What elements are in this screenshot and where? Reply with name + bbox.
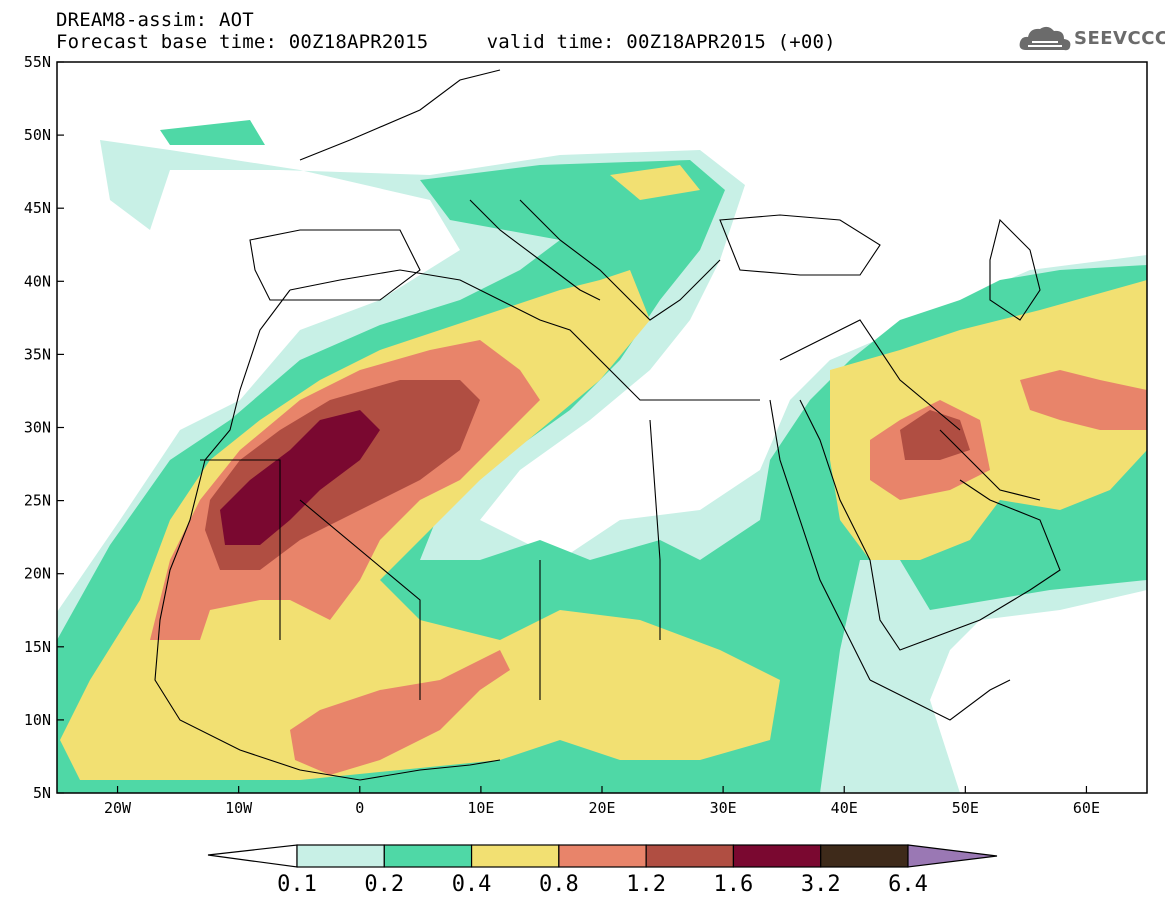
x-tick-label: 50E [952,799,979,817]
coastline-mediterranean-africa [289,269,760,401]
colorbar [207,844,998,868]
colorbar-lower-arrow [207,844,298,868]
coastline-balkans-greece [519,199,721,321]
colorbar-label: 0.1 [277,872,317,897]
coastline-europe-north [299,69,501,161]
colorbar-label: 0.8 [538,872,579,897]
coastline-west-africa [154,289,501,781]
seevccc-logo: SEEVCCC [1018,22,1165,56]
y-tick-label: 55N [24,53,51,71]
colorbar-box [383,844,473,868]
x-tick-label: 10W [225,799,253,817]
aot-contour-0-4 [60,165,1147,780]
coastline-red-sea [769,399,871,681]
colorbar-box [558,844,647,868]
colorbar-label: 0.2 [364,872,405,897]
y-tick-label: 20N [24,565,51,583]
colorbar-label: 6.4 [888,872,928,897]
coastline-italy [469,199,601,301]
colorbar-box [732,844,822,868]
colorbar-label: 1.2 [626,872,667,897]
x-tick-label: 10E [467,799,494,817]
y-tick-label: 45N [24,199,51,217]
coastline-persian-gulf [939,429,1041,501]
map-title: DREAM8-assim: AOT [56,9,254,31]
y-tick-label: 50N [24,126,51,144]
aot-field [57,62,1147,793]
coastline-arabia [799,399,1061,651]
colorbar-box [820,844,909,868]
coastline-black-sea [719,214,881,276]
x-tick-label: 40E [831,799,858,817]
y-tick-label: 25N [24,492,51,510]
colorbar-label: 3.2 [800,872,841,897]
border-middle-east [779,319,961,431]
x-tick-label: 60E [1073,799,1100,817]
x-tick-label: 30E [710,799,737,817]
colorbar-upper-arrow [907,844,998,868]
x-axis: 20W 10W 0 10E 20E 30E 40E 50E 60E [104,786,1100,817]
x-tick-label: 0 [355,799,364,817]
y-axis: 55N 50N 45N 40N 35N 30N 25N 20N 15N 10N 5N [24,53,64,802]
cloud-icon [1019,26,1071,51]
y-tick-label: 40N [24,272,51,290]
y-tick-label: 30N [24,419,51,437]
border-west-africa [200,419,661,700]
colorbar-box [645,844,735,868]
colorbar-box [296,844,385,868]
y-tick-label: 10N [24,711,51,729]
colorbar-box [470,844,560,868]
colorbar-boxes [296,844,909,868]
colorbar-label: 1.6 [713,872,754,897]
x-tick-label: 20E [588,799,615,817]
x-tick-label: 20W [104,799,132,817]
forecast-time-line: Forecast base time: 00Z18APR2015 valid t… [56,31,836,53]
coastline-east-africa [869,679,1011,721]
coastline-caspian [989,218,1041,321]
y-tick-label: 15N [24,638,51,656]
colorbar-label: 0.4 [451,872,492,897]
y-tick-label: 35N [24,345,51,363]
y-tick-label: 5N [33,784,51,802]
coastlines [154,69,1061,781]
aot-contour-1-2 [205,380,970,570]
aot-contour-1-6 [220,410,380,545]
coastline-iberia [249,229,421,301]
logo-text: SEEVCCC [1074,28,1165,49]
